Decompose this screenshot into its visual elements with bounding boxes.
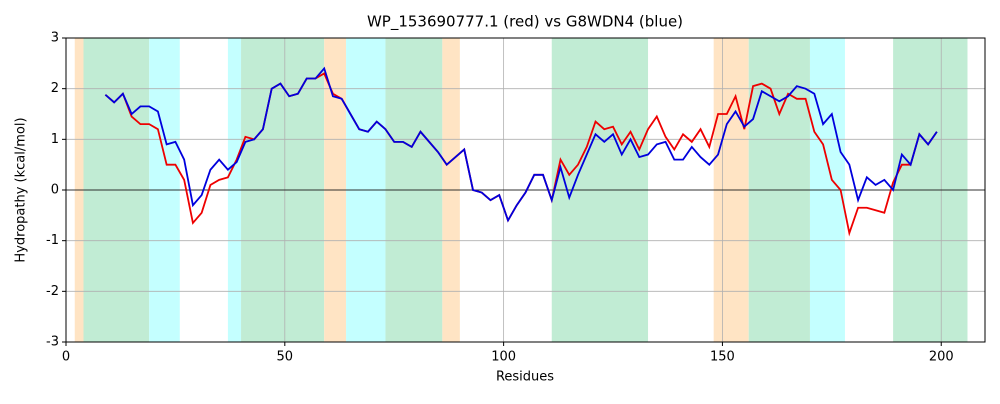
y-tick-label: -1 [46,233,59,248]
y-tick-label: 2 [51,81,59,96]
y-tick-label: 1 [51,132,59,147]
plot-frame [65,37,986,343]
y-tick-label: 0 [51,183,59,198]
y-axis-label: Hydropathy (kcal/mol) [14,117,29,262]
y-tick-label: -2 [46,284,59,299]
x-tick-label: 100 [491,350,516,365]
y-tick-label: -3 [46,335,59,350]
x-tick-label: 0 [62,350,70,365]
x-tick-label: 150 [710,350,735,365]
y-tick-label: 3 [51,31,59,46]
x-axis-label: Residues [496,370,554,385]
x-tick-label: 50 [277,350,294,365]
x-tick-label: 200 [929,350,954,365]
data-line [104,66,938,223]
chart-title: WP_153690777.1 (red) vs G8WDN4 (blue) [367,13,683,32]
